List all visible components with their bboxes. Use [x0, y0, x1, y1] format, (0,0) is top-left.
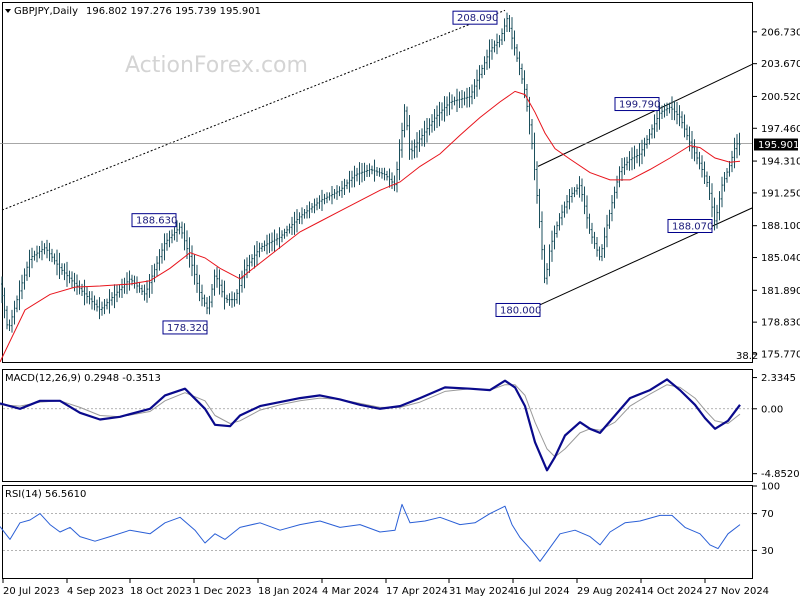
price-label-box: [452, 10, 498, 25]
channel-line: [539, 207, 753, 306]
rsi-panel: [2, 485, 753, 579]
price-label-188-630: 188.630: [136, 216, 177, 227]
macd-tick-label: 2.3345: [761, 373, 796, 384]
rsi-line: [0, 503, 741, 562]
price-tick-label: 206.730: [761, 27, 800, 38]
macd-tick-label: -4.8520: [761, 469, 800, 480]
macd-signal-line: [0, 384, 741, 458]
price-label-box: [162, 320, 208, 335]
symbol-label: GBPJPY,Daily: [14, 6, 78, 17]
time-tick-label: 27 Nov 2024: [705, 586, 769, 597]
macd-title: MACD(12,26,9) 0.2948 -0.3513: [5, 373, 161, 384]
time-tick-label: 18 Jan 2024: [258, 586, 318, 597]
time-tick-label: 20 Jul 2023: [3, 586, 60, 597]
price-tick-label: 185.040: [761, 253, 800, 264]
rsi-tick-label: 30: [761, 546, 774, 557]
rsi-lines: [0, 503, 752, 562]
price-tick-label: 191.250: [761, 188, 800, 199]
price-tick-label: 197.460: [761, 124, 800, 135]
rsi-tick-label: 100: [761, 482, 780, 493]
last-price-box: [754, 138, 798, 151]
macd-axis: 2.3345 0.00 -4.8520: [753, 373, 800, 480]
price-panel: [2, 2, 753, 363]
price-label-208-090: 208.090: [457, 13, 498, 24]
price-axis: 206.730 203.670 200.520 197.460 194.310 191.2…: [753, 27, 800, 360]
price-label-188-070: 188.070: [672, 221, 713, 232]
dropdown-triangle-icon: [5, 9, 11, 13]
time-tick-label: 17 Apr 2024: [386, 586, 448, 597]
price-tick-label: 194.310: [761, 157, 800, 168]
price-label-199-790: 199.790: [619, 100, 660, 111]
price-label-box: [131, 213, 177, 228]
time-tick-label: 4 Mar 2024: [322, 586, 379, 597]
fib-level-label: 38.2: [736, 351, 758, 362]
upper-dotted-trendline: [1, 9, 506, 211]
price-label-180-000: 180.000: [500, 305, 541, 316]
watermark: ActionForex.com: [125, 53, 308, 78]
price-tick-label: 200.520: [761, 92, 800, 103]
moving-average-line: [0, 90, 741, 363]
price-label-box: [495, 302, 541, 317]
price-header: GBPJPY,Daily 196.802 197.276 195.739 195…: [5, 6, 261, 17]
price-bars: [1, 12, 741, 333]
time-tick-label: 1 Dec 2023: [194, 586, 252, 597]
last-price-marker: 195.901: [754, 138, 799, 151]
time-tick-label: 18 Oct 2023: [130, 586, 192, 597]
rsi-tick-label: 70: [761, 509, 774, 520]
time-axis: 20 Jul 2023 4 Sep 2023 18 Oct 2023 1 Dec 20…: [2, 579, 769, 597]
macd-line: [0, 378, 741, 472]
macd-lines: [0, 378, 752, 472]
time-tick-label: 16 Jul 2024: [513, 586, 570, 597]
price-label-box: [667, 218, 713, 233]
price-tick-label: 178.830: [761, 318, 800, 329]
price-label-178-320: 178.320: [167, 323, 208, 334]
price-tick-label: 175.770: [761, 349, 800, 360]
price-label-box: [614, 97, 660, 112]
macd-panel: [2, 369, 753, 482]
price-tick-label: 203.670: [761, 59, 800, 70]
rsi-title: RSI(14) 56.5610: [5, 489, 86, 500]
time-tick-label: 4 Sep 2023: [67, 586, 124, 597]
ohlc-values: 196.802 197.276 195.739 195.901: [86, 6, 261, 17]
time-tick-label: 29 Aug 2024: [577, 586, 641, 597]
time-tick-label: 14 Oct 2024: [641, 586, 703, 597]
channel-line: [537, 63, 753, 167]
price-annotations: 208.090 188.630 178.320 180.000 199.790 188.0…: [131, 10, 713, 335]
time-tick-label: 31 May 2024: [449, 586, 514, 597]
rsi-axis: 100 70 30: [753, 482, 780, 557]
price-tick-label: 181.890: [761, 286, 800, 297]
last-price-label: 195.901: [758, 140, 799, 151]
price-tick-label: 188.100: [761, 221, 800, 232]
macd-tick-label: 0.00: [761, 404, 783, 415]
